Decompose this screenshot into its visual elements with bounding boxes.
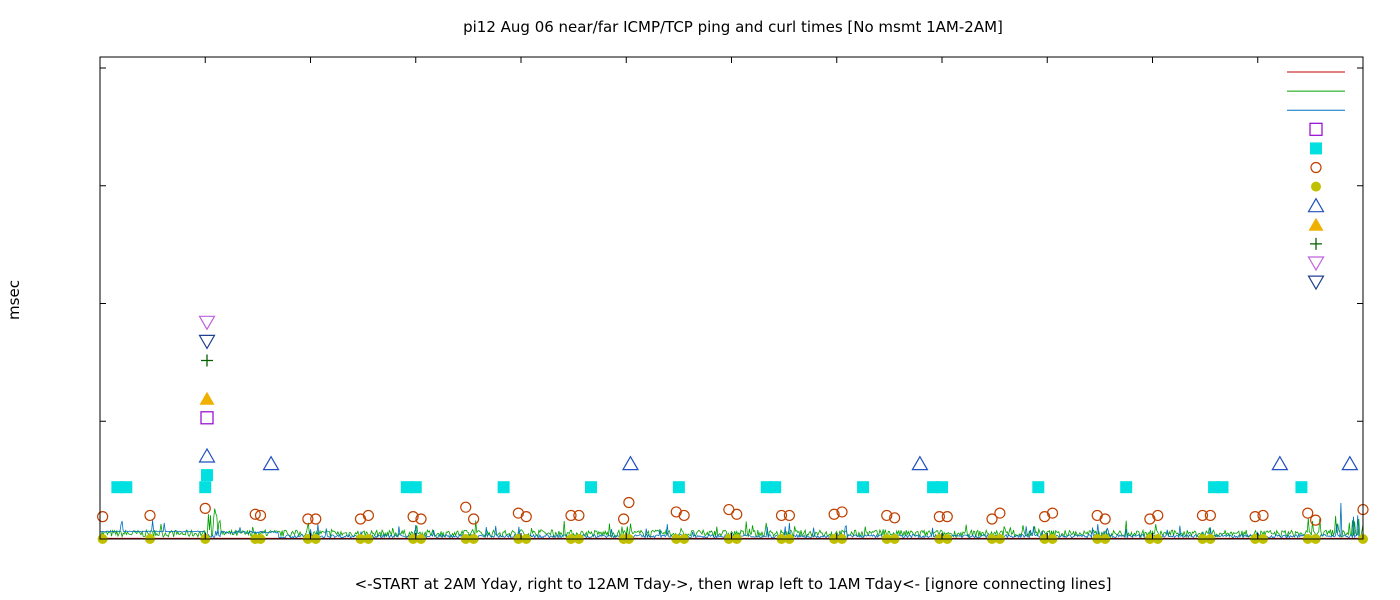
series-7-point	[621, 455, 639, 471]
series-5-point	[1091, 509, 1103, 522]
legend-swatch	[1309, 122, 1323, 136]
series-5-point	[415, 513, 427, 525]
axis-ticks	[99, 57, 1364, 540]
series-5-point	[933, 511, 945, 523]
series-4-point	[199, 481, 212, 494]
series-5-point	[986, 513, 998, 525]
series-5-point	[618, 513, 630, 525]
legend-swatch	[1307, 256, 1325, 272]
series-5-point	[460, 501, 472, 513]
series-5-point	[565, 509, 577, 522]
series-5-point	[1196, 509, 1209, 522]
series-5-point	[468, 513, 480, 525]
series-4-point	[1032, 481, 1045, 494]
annotation-marker	[198, 447, 216, 463]
series-5-point	[889, 512, 901, 524]
series-5-point	[623, 496, 635, 509]
series-4-point	[120, 481, 133, 494]
series-5-point	[828, 508, 840, 520]
series-7-point	[1271, 455, 1289, 471]
series-5-point	[97, 511, 109, 523]
series-5-point	[254, 509, 267, 522]
series-5-point	[1046, 507, 1059, 519]
plot-frame	[99, 56, 1364, 540]
series-5-point	[1152, 509, 1164, 522]
series-5-point	[520, 511, 532, 523]
series-5-point	[407, 511, 419, 523]
legend-swatch	[1307, 275, 1325, 291]
series-5-point	[941, 511, 953, 523]
series-4-point	[1216, 481, 1229, 494]
series-4-point	[1295, 481, 1308, 494]
series-4-point	[1120, 481, 1133, 494]
series-7-point	[1341, 455, 1359, 471]
series-5-point	[354, 513, 367, 525]
legend-swatch	[1310, 161, 1322, 174]
series-5-point	[1310, 514, 1322, 526]
series-4-point	[857, 481, 870, 494]
series-4-point	[672, 481, 685, 494]
series-5-point	[836, 506, 848, 518]
series-5-point	[1144, 513, 1156, 525]
series-5-point	[670, 506, 682, 518]
annotation-marker	[198, 334, 216, 350]
series-5-point	[310, 513, 322, 525]
legend-swatch	[1307, 197, 1325, 213]
series-5-point	[731, 508, 743, 520]
chart-title: pi12 Aug 06 near/far ICMP/TCP ping and c…	[463, 18, 1003, 36]
legend-swatch	[1308, 217, 1324, 231]
series-7-point	[911, 455, 929, 471]
series-4-point	[409, 481, 422, 494]
series-5-point	[199, 502, 211, 514]
series-5-point	[249, 508, 261, 520]
legend-swatch	[1310, 237, 1322, 250]
legend	[1287, 71, 1345, 291]
annotation-marker	[201, 354, 213, 367]
series-5-point	[1039, 511, 1051, 523]
annotation-marker	[198, 315, 216, 331]
series-5-point	[573, 509, 585, 522]
series-4-point	[769, 481, 782, 494]
series-5-point	[994, 507, 1006, 519]
x-axis-label: <-START at 2AM Yday, right to 12AM Tday-…	[355, 575, 1112, 593]
series-4-point	[497, 481, 510, 494]
series-7-point	[262, 455, 280, 471]
legend-swatch	[1311, 181, 1321, 192]
series-4-point	[936, 481, 948, 494]
annotation-marker	[200, 411, 214, 425]
series-5-point	[1249, 511, 1261, 523]
series-4-point	[584, 481, 597, 494]
series-5-point	[1099, 513, 1111, 525]
series-5-point	[512, 507, 524, 519]
legend-swatch	[1310, 142, 1322, 155]
series-5-point	[144, 509, 156, 522]
annotation-marker	[199, 391, 215, 405]
series-5-point	[1257, 509, 1269, 522]
series-markers	[97, 455, 1369, 544]
series-5-point	[362, 509, 374, 522]
series-5-point	[302, 513, 314, 525]
y-axis-label: msec	[5, 280, 23, 320]
annotation-block	[198, 315, 216, 482]
series-5-point	[775, 509, 788, 522]
series-5-point	[783, 509, 795, 522]
series-5-point	[1204, 509, 1216, 522]
annotation-marker	[201, 469, 213, 482]
series-5-point	[678, 509, 690, 522]
series-5-point	[1302, 507, 1314, 519]
series-5-point	[881, 509, 893, 522]
